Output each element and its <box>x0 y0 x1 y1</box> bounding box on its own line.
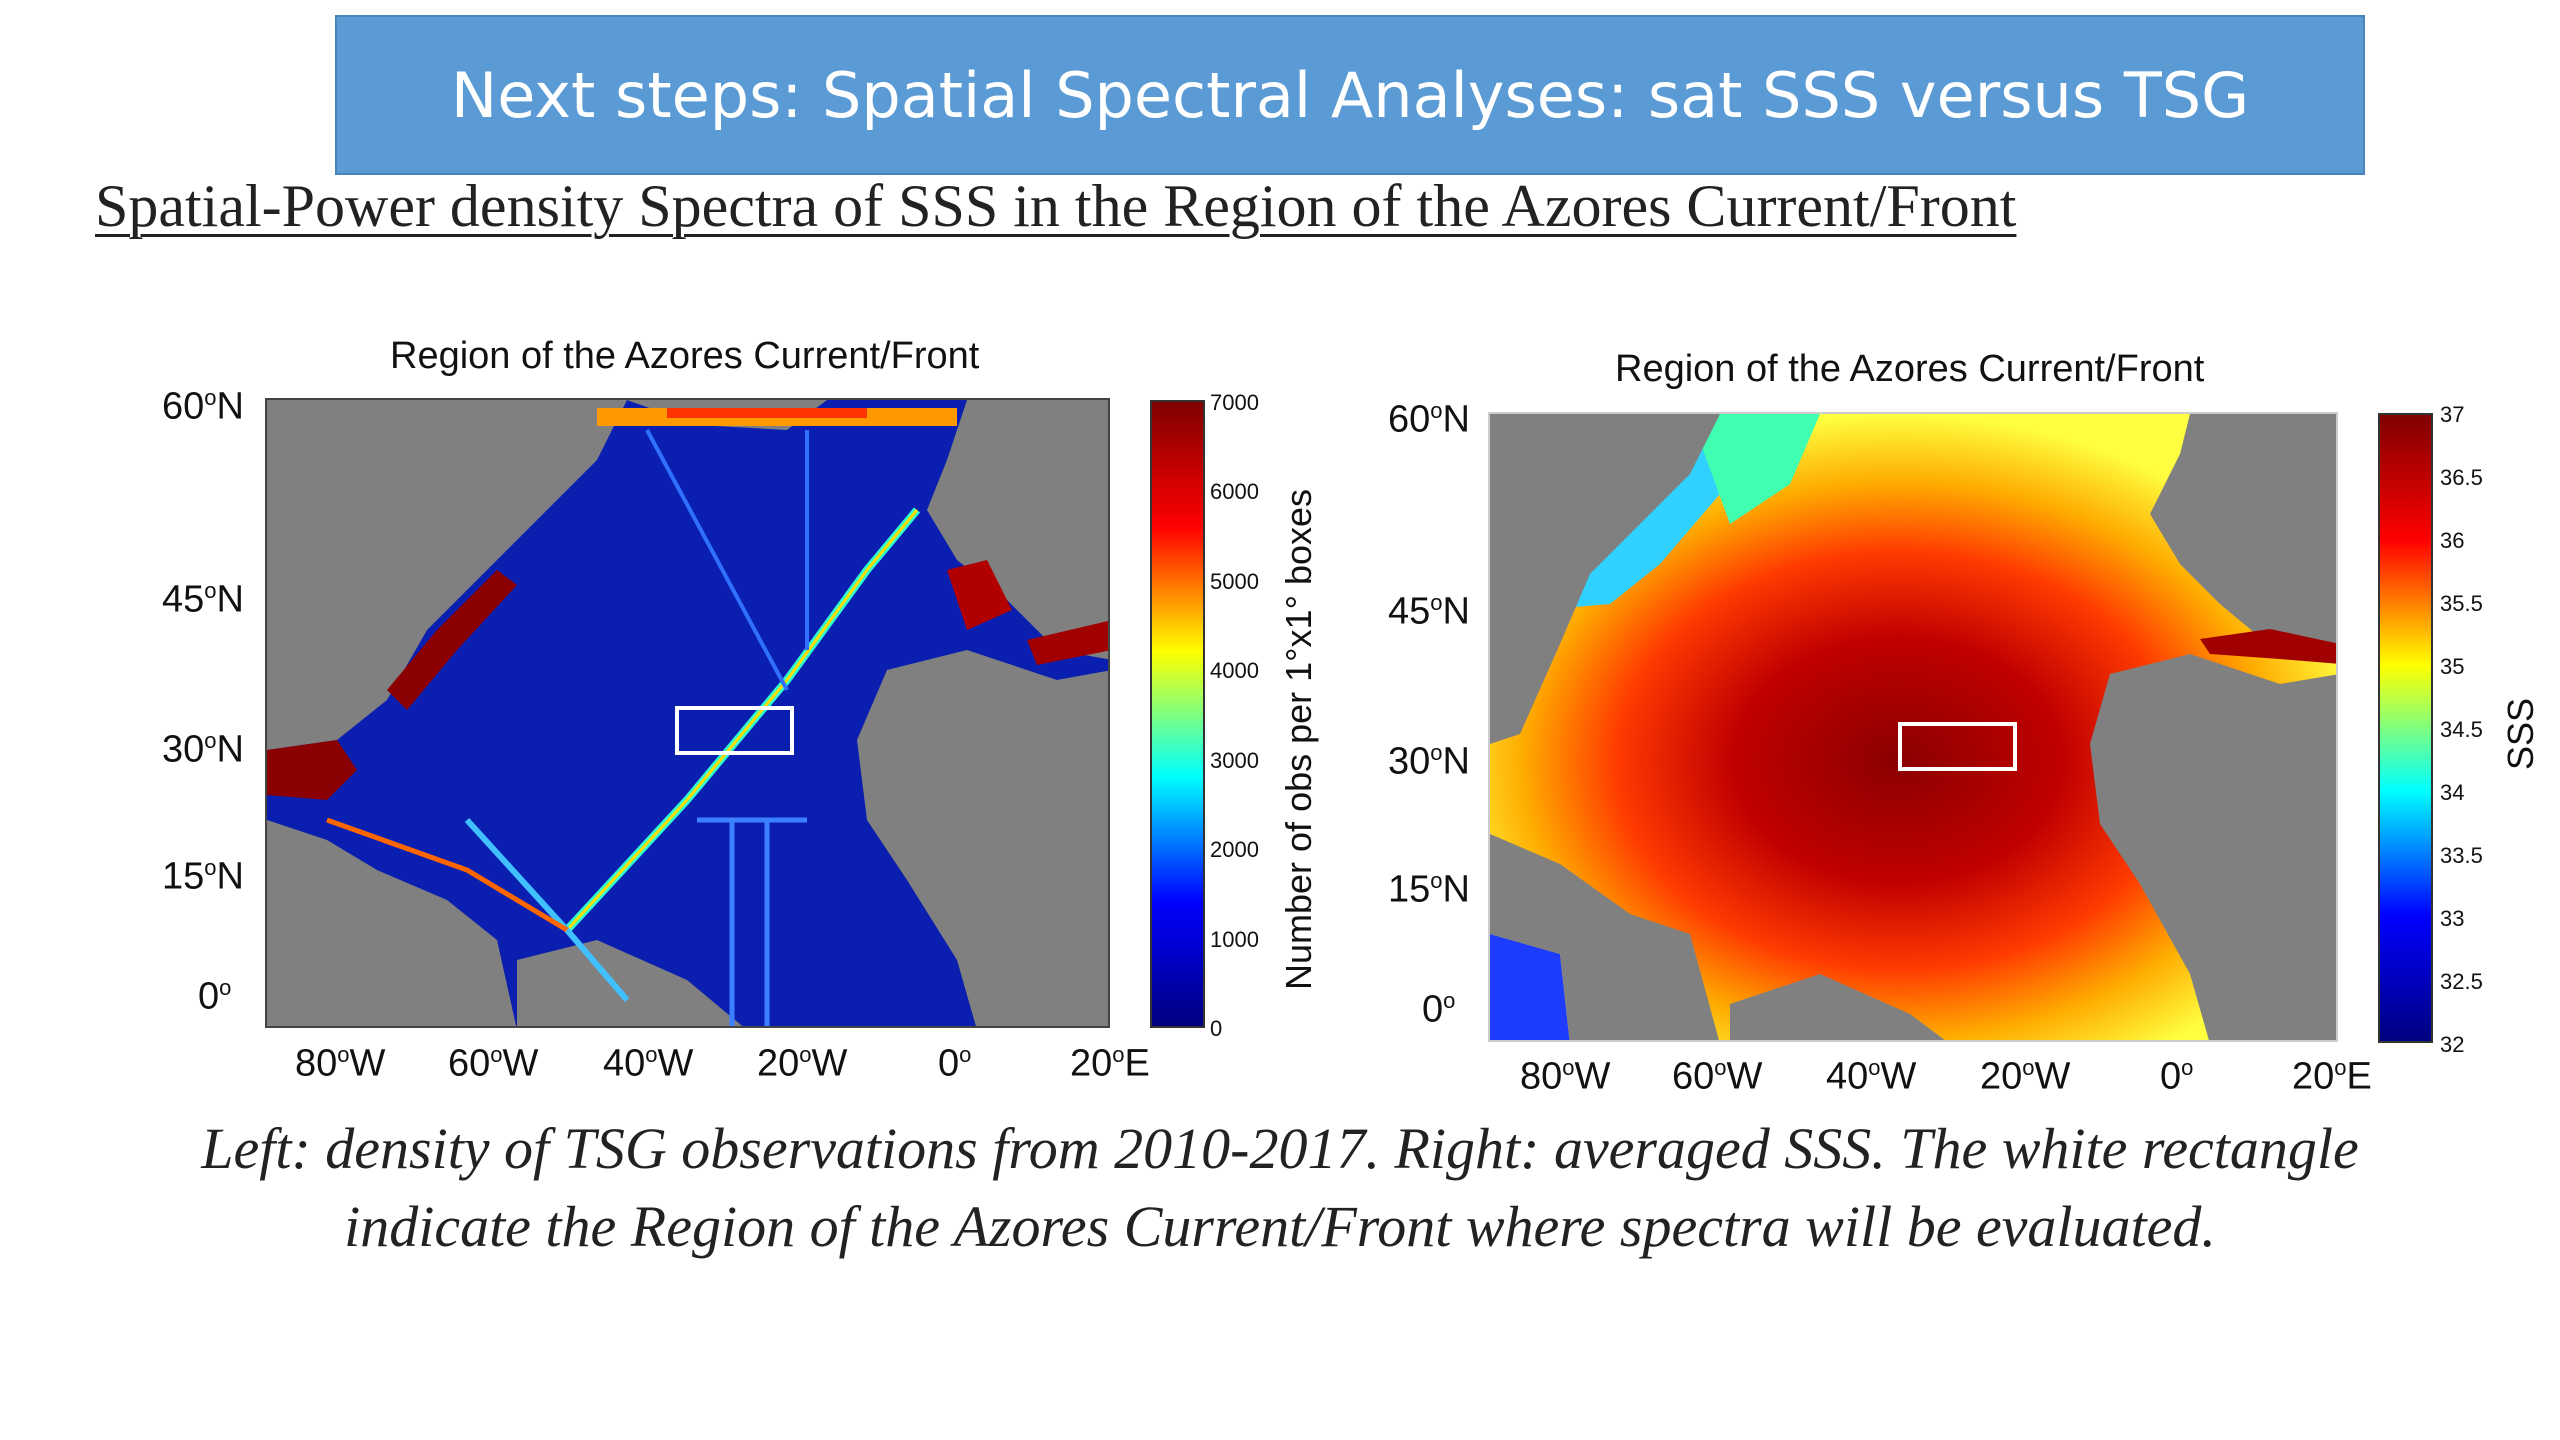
left-lon-tick: 80oW <box>295 1042 386 1085</box>
left-lon-tick: 20oE <box>1070 1042 1150 1085</box>
left-map-graphic <box>267 400 1108 1026</box>
slide-title: Next steps: Spatial Spectral Analyses: s… <box>450 58 2250 132</box>
right-map-graphic <box>1490 414 2336 1040</box>
left-map-title: Region of the Azores Current/Front <box>390 335 980 377</box>
left-colorbar-tick: 4000 <box>1210 658 1259 683</box>
left-lat-tick: 45oN <box>162 578 244 621</box>
right-colorbar-tick: 34 <box>2440 780 2465 805</box>
right-colorbar-tick: 36 <box>2440 528 2465 553</box>
right-map-title: Region of the Azores Current/Front <box>1615 348 2205 390</box>
right-colorbar-tick: 32.5 <box>2440 969 2483 994</box>
right-lon-tick: 0o <box>2160 1055 2194 1098</box>
right-colorbar-tick: 37 <box>2440 402 2465 427</box>
right-lat-tick: 30oN <box>1388 740 1470 783</box>
right-colorbar-tick: 35 <box>2440 654 2465 679</box>
left-lon-tick: 40oW <box>603 1042 694 1085</box>
right-lon-tick: 20oE <box>2292 1055 2372 1098</box>
left-colorbar-tick: 6000 <box>1210 479 1259 504</box>
left-lon-tick: 0o <box>938 1042 972 1085</box>
right-colorbar-tick: 33 <box>2440 906 2465 931</box>
right-map-image <box>1488 412 2338 1042</box>
right-colorbar-tick: 32 <box>2440 1032 2465 1057</box>
left-colorbar-tick: 1000 <box>1210 927 1259 952</box>
right-colorbar <box>2378 413 2433 1043</box>
right-lat-tick: 15oN <box>1388 868 1470 911</box>
left-colorbar <box>1150 400 1205 1028</box>
right-colorbar-tick: 36.5 <box>2440 465 2483 490</box>
slide-title-banner: Next steps: Spatial Spectral Analyses: s… <box>335 15 2365 175</box>
left-lon-tick: 60oW <box>448 1042 539 1085</box>
right-lon-tick: 20oW <box>1980 1055 2071 1098</box>
right-lon-tick: 80oW <box>1520 1055 1611 1098</box>
right-lat-tick: 0o <box>1422 988 1456 1031</box>
figure-caption: Left: density of TSG observations from 2… <box>60 1110 2500 1266</box>
caption-line-1: Left: density of TSG observations from 2… <box>201 1116 2359 1181</box>
left-colorbar-tick: 2000 <box>1210 837 1259 862</box>
slide-subtitle: Spatial-Power density Spectra of SSS in … <box>95 173 2017 239</box>
left-colorbar-tick: 7000 <box>1210 390 1259 415</box>
right-colorbar-tick: 35.5 <box>2440 591 2483 616</box>
right-lon-tick: 40oW <box>1826 1055 1917 1098</box>
left-map-image <box>265 398 1110 1028</box>
right-colorbar-tick: 34.5 <box>2440 717 2483 742</box>
left-colorbar-tick: 0 <box>1210 1016 1223 1041</box>
left-colorbar-label: Number of obs per 1°x1° boxes <box>1278 488 1319 990</box>
right-lat-tick: 60oN <box>1388 398 1470 441</box>
right-colorbar-label: SSS <box>2500 697 2541 770</box>
left-colorbar-tick: 3000 <box>1210 748 1259 773</box>
left-lon-tick: 20oW <box>757 1042 848 1085</box>
caption-line-2: indicate the Region of the Azores Curren… <box>344 1194 2216 1259</box>
left-lat-tick: 60oN <box>162 385 244 428</box>
left-lat-tick: 0o <box>198 975 232 1018</box>
left-lat-tick: 15oN <box>162 855 244 898</box>
left-lat-tick: 30oN <box>162 728 244 771</box>
left-colorbar-tick: 5000 <box>1210 569 1259 594</box>
right-lon-tick: 60oW <box>1672 1055 1763 1098</box>
right-colorbar-tick: 33.5 <box>2440 843 2483 868</box>
right-lat-tick: 45oN <box>1388 590 1470 633</box>
